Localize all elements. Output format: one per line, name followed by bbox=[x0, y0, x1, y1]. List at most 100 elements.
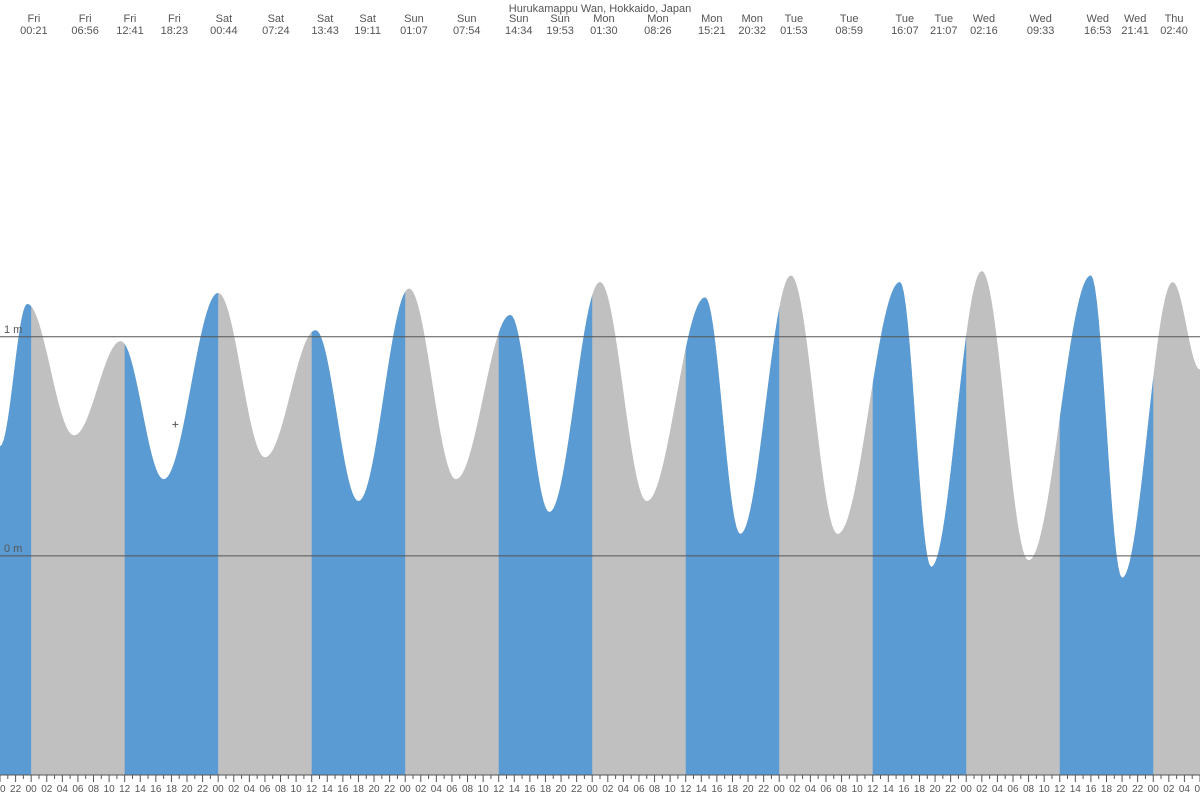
x-tick-label: 00 bbox=[26, 784, 38, 795]
x-tick-label: 04 bbox=[1179, 784, 1191, 795]
x-tick-label: 10 bbox=[291, 784, 303, 795]
extrema-day-label: Tue bbox=[840, 13, 859, 25]
extrema-day-label: Mon bbox=[741, 13, 762, 25]
x-tick-label: 12 bbox=[119, 784, 131, 795]
x-tick-label: 00 bbox=[774, 784, 786, 795]
x-tick-label: 16 bbox=[524, 784, 536, 795]
extrema-time-label: 00:44 bbox=[210, 25, 238, 37]
x-tick-label: 06 bbox=[446, 784, 458, 795]
extrema-day-label: Tue bbox=[896, 13, 915, 25]
extrema-time-label: 16:07 bbox=[891, 25, 919, 37]
extrema-time-label: 19:11 bbox=[354, 25, 381, 37]
extrema-day-label: Wed bbox=[1087, 13, 1109, 25]
extrema-time-label: 08:59 bbox=[835, 25, 863, 37]
extrema-day-label: Sun bbox=[550, 13, 570, 25]
extrema-day-label: Fri bbox=[27, 13, 40, 25]
extrema-time-label: 19:53 bbox=[546, 25, 574, 37]
x-tick-label: 18 bbox=[540, 784, 552, 795]
y-axis-label: 1 m bbox=[4, 324, 22, 336]
extrema-time-label: 02:16 bbox=[970, 25, 998, 37]
x-tick-label: 18 bbox=[914, 784, 926, 795]
x-tick-label: 02 bbox=[976, 784, 988, 795]
tide-chart: 0 m1 m2022000204060810121416182022000204… bbox=[0, 0, 1200, 800]
extrema-time-label: 09:33 bbox=[1027, 25, 1055, 37]
x-tick-label: 14 bbox=[696, 784, 708, 795]
x-tick-label: 08 bbox=[1023, 784, 1035, 795]
extrema-time-label: 01:30 bbox=[590, 25, 618, 37]
x-tick-label: 16 bbox=[898, 784, 910, 795]
x-tick-label: 02 bbox=[41, 784, 53, 795]
extrema-day-label: Fri bbox=[79, 13, 92, 25]
x-tick-label: 02 bbox=[789, 784, 801, 795]
x-tick-label: 04 bbox=[992, 784, 1004, 795]
x-tick-label: 18 bbox=[166, 784, 178, 795]
x-tick-label: 18 bbox=[1101, 784, 1113, 795]
x-tick-label: 10 bbox=[478, 784, 490, 795]
extrema-time-label: 12:41 bbox=[116, 25, 144, 37]
x-tick-label: 14 bbox=[135, 784, 147, 795]
extrema-day-label: Sun bbox=[404, 13, 424, 25]
extrema-day-label: Sat bbox=[317, 13, 334, 25]
x-tick-label: 14 bbox=[1070, 784, 1082, 795]
x-tick-label: 22 bbox=[384, 784, 396, 795]
extrema-day-label: Wed bbox=[1029, 13, 1051, 25]
extrema-day-label: Sat bbox=[359, 13, 376, 25]
extrema-time-label: 01:53 bbox=[780, 25, 808, 37]
y-axis-label: 0 m bbox=[4, 543, 22, 555]
extrema-time-label: 15:21 bbox=[698, 25, 726, 37]
extrema-time-label: 16:53 bbox=[1084, 25, 1112, 37]
extrema-day-label: Mon bbox=[647, 13, 668, 25]
x-tick-label: 06 bbox=[633, 784, 645, 795]
extrema-time-label: 08:26 bbox=[644, 25, 672, 37]
x-tick-label: 06 bbox=[1194, 784, 1200, 795]
extrema-time-label: 14:34 bbox=[505, 25, 533, 37]
x-tick-label: 20 bbox=[930, 784, 942, 795]
x-tick-label: 10 bbox=[665, 784, 677, 795]
x-tick-label: 14 bbox=[322, 784, 334, 795]
x-tick-label: 10 bbox=[104, 784, 116, 795]
x-tick-label: 20 bbox=[555, 784, 567, 795]
extrema-day-label: Fri bbox=[124, 13, 137, 25]
extrema-time-label: 21:07 bbox=[930, 25, 958, 37]
x-tick-label: 02 bbox=[415, 784, 427, 795]
x-tick-label: 02 bbox=[228, 784, 240, 795]
extrema-time-label: 07:24 bbox=[262, 25, 290, 37]
x-tick-label: 22 bbox=[10, 784, 22, 795]
extrema-time-label: 20:32 bbox=[738, 25, 766, 37]
x-tick-label: 06 bbox=[820, 784, 832, 795]
x-tick-label: 08 bbox=[275, 784, 287, 795]
x-tick-label: 22 bbox=[571, 784, 583, 795]
x-tick-label: 04 bbox=[431, 784, 443, 795]
extrema-time-label: 07:54 bbox=[453, 25, 481, 37]
extrema-day-label: Sat bbox=[216, 13, 233, 25]
extrema-time-label: 00:21 bbox=[20, 25, 48, 37]
x-tick-label: 10 bbox=[852, 784, 864, 795]
x-tick-label: 18 bbox=[727, 784, 739, 795]
x-tick-label: 20 bbox=[181, 784, 193, 795]
extrema-day-label: Tue bbox=[785, 13, 804, 25]
extrema-day-label: Fri bbox=[168, 13, 181, 25]
x-tick-label: 08 bbox=[462, 784, 474, 795]
x-tick-label: 00 bbox=[400, 784, 412, 795]
extrema-day-label: Sun bbox=[509, 13, 529, 25]
x-tick-label: 22 bbox=[945, 784, 957, 795]
x-tick-label: 22 bbox=[197, 784, 209, 795]
x-tick-label: 06 bbox=[259, 784, 271, 795]
x-tick-label: 18 bbox=[353, 784, 365, 795]
x-tick-label: 04 bbox=[57, 784, 69, 795]
x-tick-label: 04 bbox=[618, 784, 630, 795]
x-tick-label: 20 bbox=[742, 784, 754, 795]
x-tick-label: 20 bbox=[0, 784, 6, 795]
x-tick-label: 08 bbox=[836, 784, 848, 795]
tide-chart-svg: 0 m1 m2022000204060810121416182022000204… bbox=[0, 0, 1200, 800]
x-tick-label: 12 bbox=[306, 784, 318, 795]
x-tick-label: 00 bbox=[213, 784, 225, 795]
x-tick-label: 12 bbox=[680, 784, 692, 795]
extrema-day-label: Mon bbox=[593, 13, 614, 25]
extrema-time-label: 18:23 bbox=[161, 25, 189, 37]
x-tick-label: 04 bbox=[244, 784, 256, 795]
extrema-time-label: 21:41 bbox=[1121, 25, 1149, 37]
extrema-day-label: Tue bbox=[935, 13, 954, 25]
extrema-day-label: Wed bbox=[973, 13, 995, 25]
extrema-day-label: Mon bbox=[701, 13, 722, 25]
